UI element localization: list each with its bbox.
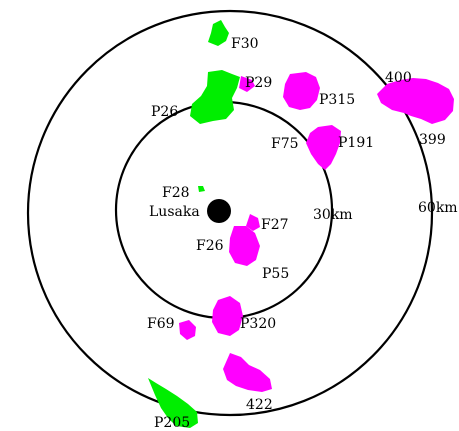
area-p320 (212, 296, 243, 336)
area-422 (223, 353, 272, 392)
label-30km: 30km (313, 207, 353, 223)
label-f69: F69 (147, 316, 175, 332)
label-f28: F28 (162, 185, 190, 201)
label-p320: P320 (240, 316, 276, 332)
area-f75-p191 (306, 125, 341, 170)
label-f30: F30 (231, 36, 259, 52)
area-f69 (179, 320, 196, 340)
label-p26: P26 (151, 104, 178, 120)
label-p205: P205 (154, 415, 190, 431)
label-p55: P55 (262, 266, 289, 282)
label-399: 399 (419, 132, 446, 148)
ring-60km (26, 9, 434, 417)
area-f27 (246, 214, 260, 231)
label-f75: F75 (271, 136, 299, 152)
label-p315: P315 (319, 92, 355, 108)
area-f30 (208, 20, 229, 46)
label-f27: F27 (261, 217, 289, 233)
area-p26 (190, 70, 240, 124)
label-422: 422 (246, 397, 273, 413)
area-p29 (239, 76, 255, 92)
area-p315 (283, 72, 320, 110)
area-f26 (229, 226, 260, 266)
area-p205 (148, 378, 198, 428)
area-f28 (198, 186, 205, 192)
city-marker (207, 199, 231, 223)
label-400: 400 (385, 70, 412, 86)
label-p29: P29 (245, 75, 272, 91)
label-60km: 60km (418, 200, 458, 216)
label-f26: F26 (196, 238, 224, 254)
label-lusaka: Lusaka (149, 204, 200, 220)
label-p191: P191 (338, 135, 374, 151)
area-400-399 (377, 78, 454, 124)
